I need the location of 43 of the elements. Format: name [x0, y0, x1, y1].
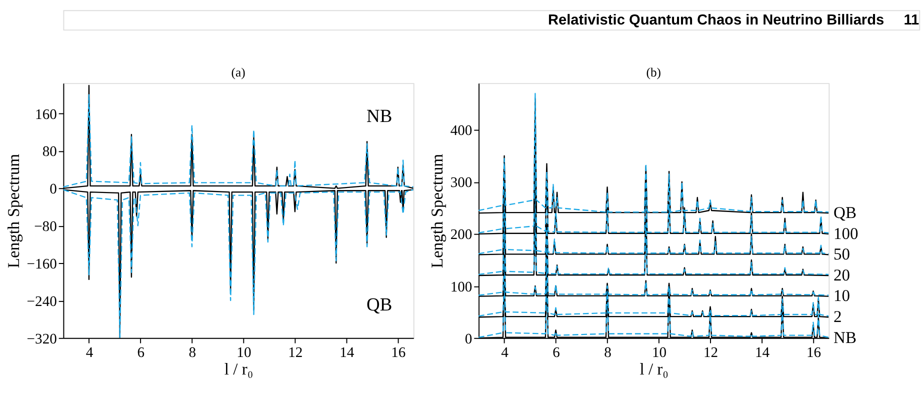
chart-title: (a) [231, 65, 246, 80]
series-label: QB [834, 202, 856, 222]
x-tick-label: 6 [552, 344, 560, 361]
series-label: 10 [834, 286, 850, 306]
y-tick-label: −80 [34, 219, 57, 236]
y-tick-label: 80 [42, 144, 57, 160]
x-tick-label: 14 [754, 344, 770, 361]
y-tick-label: 100 [450, 279, 472, 296]
y-tick-label: −240 [26, 294, 57, 310]
x-tick-label: 16 [391, 344, 406, 361]
text: 11 [904, 12, 920, 29]
y-tick-label: 300 [450, 175, 472, 192]
x-tick-label: 8 [188, 344, 196, 361]
series-label: 2 [834, 306, 842, 326]
x-tick-label: 16 [806, 344, 822, 361]
x-tick-label: 14 [340, 344, 355, 361]
y-tick-label: 0 [50, 182, 57, 198]
y-tick-label: 160 [35, 106, 57, 123]
y-tick-label: 400 [450, 123, 472, 140]
series-label: 20 [834, 265, 850, 284]
x-tick-label: 10 [652, 344, 667, 361]
annotation: NB [366, 106, 392, 126]
text: Relativistic Quantum Chaos in Neutrino Billiards [548, 12, 884, 29]
chart-title: (b) [646, 65, 661, 80]
x-tick-label: 6 [137, 344, 145, 361]
y-axis-title: Length Spectrum [428, 154, 447, 268]
y-tick-label: −320 [26, 331, 57, 348]
annotation: QB [366, 294, 392, 315]
x-tick-label: 12 [288, 344, 303, 361]
x-tick-label: 4 [86, 344, 94, 361]
x-tick-label: 4 [501, 344, 510, 361]
x-tick-label: 10 [236, 344, 252, 361]
series-label: 100 [834, 224, 858, 243]
y-tick-label: −160 [26, 256, 57, 272]
series-label: 50 [834, 244, 850, 264]
y-tick-label: 200 [450, 227, 472, 244]
x-axis-title: l / r₀ [224, 359, 254, 378]
x-axis-title: l / r₀ [640, 359, 668, 378]
x-tick-label: 8 [604, 344, 612, 361]
series-label: NB [834, 328, 856, 347]
x-tick-label: 12 [703, 344, 718, 361]
y-tick-label: 0 [464, 331, 472, 348]
y-axis-title: Length Spectrum [4, 154, 24, 268]
